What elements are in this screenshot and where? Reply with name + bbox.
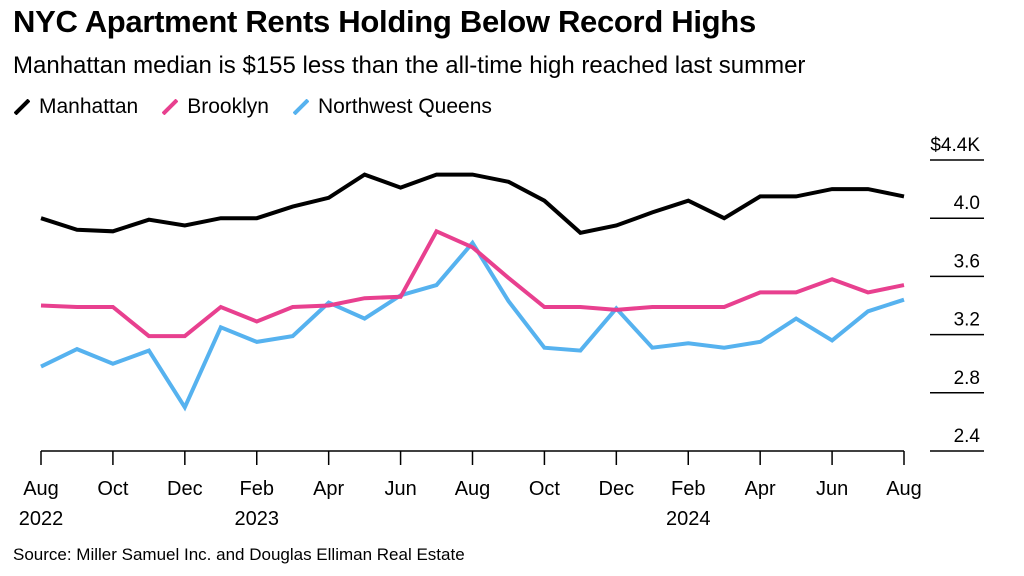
x-tick-label: Aug <box>455 478 491 500</box>
x-tick-year-label: 2023 <box>235 508 280 530</box>
y-tick-label: 4.0 <box>954 193 980 214</box>
x-tick-label: Apr <box>745 478 776 500</box>
x-tick-label: Apr <box>313 478 344 500</box>
series-line-brooklyn <box>40 228 905 339</box>
x-tick-label: Jun <box>816 478 848 500</box>
y-tick-label: 3.2 <box>954 310 980 331</box>
legend-item-queens: Northwest Queens <box>292 95 492 119</box>
x-tick-label: Dec <box>599 478 635 500</box>
series-line-queens <box>40 239 905 412</box>
legend-item-manhattan: Manhattan <box>14 95 138 119</box>
legend-swatch-queens <box>292 99 309 115</box>
source-note: Source: Miller Samuel Inc. and Douglas E… <box>13 545 465 564</box>
y-tick-label: $4.4K <box>930 135 980 156</box>
x-tick-year-label: 2022 <box>19 508 64 530</box>
y-tick-label: 3.6 <box>954 251 980 272</box>
legend: Manhattan Brooklyn Northwest Queens <box>14 95 516 119</box>
legend-item-brooklyn: Brooklyn <box>162 95 269 119</box>
series-line-manhattan <box>40 172 905 235</box>
y-tick-label: 2.4 <box>954 426 981 447</box>
x-tick-label: Oct <box>529 478 561 500</box>
legend-label-brooklyn: Brooklyn <box>187 95 269 118</box>
legend-swatch-manhattan <box>14 99 30 115</box>
x-tick-label: Aug <box>886 478 922 500</box>
x-tick-label: Jun <box>384 478 416 500</box>
chart-subtitle: Manhattan median is $155 less than the a… <box>13 52 806 79</box>
chart-title: NYC Apartment Rents Holding Below Record… <box>13 4 756 39</box>
x-tick-label: Feb <box>671 478 705 500</box>
legend-label-manhattan: Manhattan <box>39 95 139 118</box>
legend-swatch-brooklyn <box>162 99 179 115</box>
x-tick-label: Aug <box>23 478 59 500</box>
legend-label-queens: Northwest Queens <box>317 95 492 118</box>
y-tick-label: 2.8 <box>954 368 980 389</box>
x-tick-label: Oct <box>97 478 129 500</box>
x-tick-label: Dec <box>167 478 203 500</box>
x-tick-year-label: 2024 <box>666 508 711 530</box>
x-tick-label: Feb <box>240 478 274 500</box>
